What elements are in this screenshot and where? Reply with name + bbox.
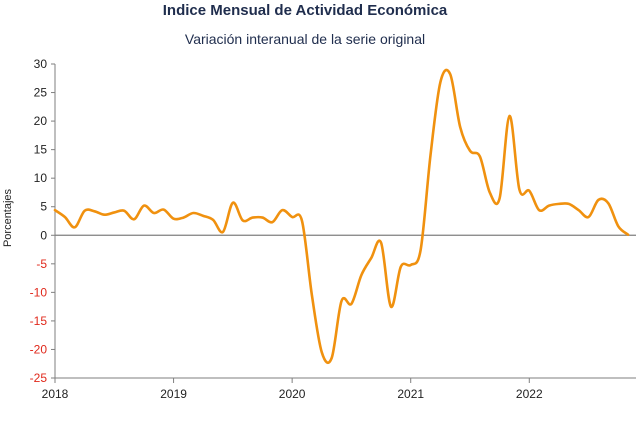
y-tick-label: 30 [34, 57, 48, 71]
x-tick-label: 2018 [42, 387, 69, 401]
x-tick-label: 2021 [397, 387, 424, 401]
y-tick-label: -10 [30, 285, 48, 299]
x-tick-label: 2022 [516, 387, 543, 401]
y-tick-label: 5 [40, 200, 47, 214]
chart-subtitle: Variación interanual de la serie origina… [184, 31, 426, 47]
series-group [53, 68, 630, 365]
y-tick-label: 25 [34, 86, 48, 100]
x-tick-label: 2020 [279, 387, 306, 401]
y-tick-label: -15 [30, 314, 48, 328]
tick-labels: 30 25 20 15 10 5 0 -5 -10 -15 -20 -25 2018 2019 2020 20… [30, 57, 543, 401]
axes [51, 63, 636, 383]
chart-title: Indice Mensual de Actividad Económica [162, 2, 448, 19]
y-tick-label: -5 [36, 257, 47, 271]
y-tick-label: -25 [30, 371, 48, 385]
y-tick-label: 20 [34, 114, 48, 128]
series-line [53, 68, 630, 365]
x-tick-label: 2019 [160, 387, 187, 401]
y-tick-label: -20 [30, 342, 48, 356]
y-tick-label: 15 [34, 143, 48, 157]
y-tick-label: 0 [40, 228, 47, 242]
y-tick-label: 10 [34, 171, 48, 185]
